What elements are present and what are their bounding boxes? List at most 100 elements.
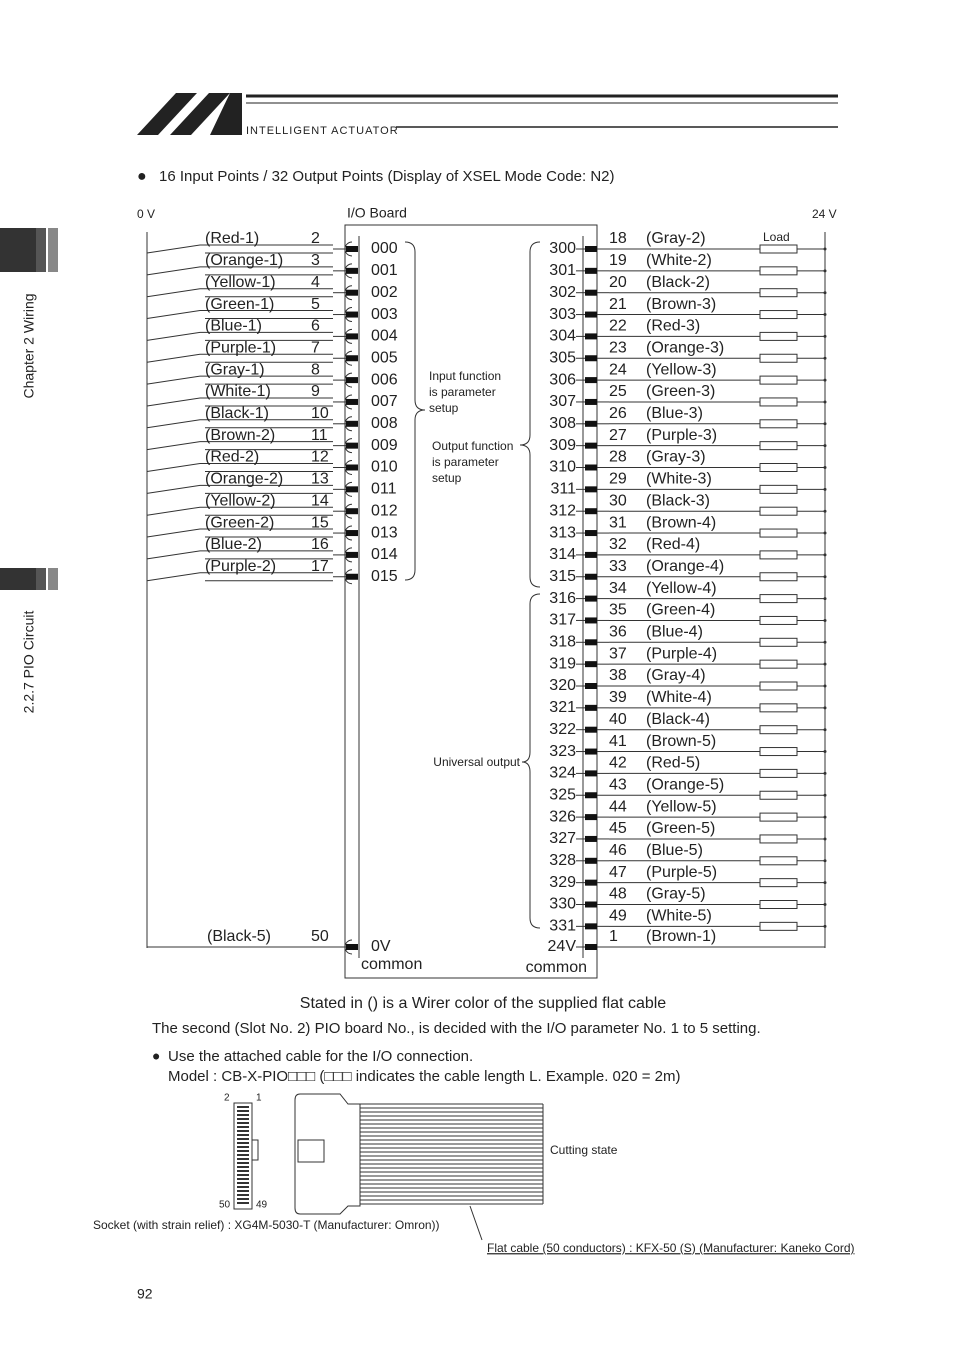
connector-pin: [585, 333, 597, 340]
connector: [344, 372, 353, 388]
socket-pin: [237, 1146, 249, 1148]
load: [759, 572, 798, 582]
load: [759, 266, 798, 276]
port-label: 318: [549, 634, 576, 651]
connector-pin: [346, 398, 358, 405]
wire-color: (Yellow-4): [646, 580, 717, 597]
wire-color: (Black-4): [646, 711, 710, 728]
pin-number: 38: [609, 667, 627, 684]
wire-color: (Green-1): [205, 296, 274, 313]
load: [759, 790, 798, 800]
port-label: 331: [549, 918, 576, 935]
pin-number: 14: [311, 492, 329, 509]
port-label: 307: [549, 393, 576, 410]
junction: [823, 728, 827, 732]
pin-number: 39: [609, 689, 627, 706]
wire-color: (Gray-1): [205, 361, 265, 378]
page-number: 92: [137, 1286, 153, 1302]
junction: [823, 334, 827, 338]
wire-color: (Red-3): [646, 318, 700, 335]
socket-pin: [237, 1130, 249, 1132]
pin-number: 28: [609, 449, 627, 466]
connector: [344, 350, 353, 366]
socket-pin: [237, 1122, 249, 1124]
socket-pin: [237, 1118, 249, 1120]
load: [759, 484, 798, 494]
note: Universal output: [433, 755, 520, 769]
port-label: 003: [371, 306, 398, 323]
pin-number: 18: [609, 230, 627, 247]
wire-color: (White-3): [646, 471, 712, 488]
port-label: 014: [371, 546, 398, 563]
connector-pin: [346, 355, 358, 362]
junction: [823, 662, 827, 666]
port-label: 010: [371, 459, 398, 476]
port-label: 001: [371, 262, 398, 279]
junction: [823, 291, 827, 295]
port-label: 007: [371, 393, 398, 410]
wire-color: (Yellow-1): [205, 274, 276, 291]
junction: [823, 313, 827, 317]
pin-number: 3: [311, 252, 320, 269]
cable-drawing: 2 1 50 49 Cutting state Socket (with str…: [93, 1093, 854, 1256]
load: [759, 703, 798, 713]
load: [759, 725, 798, 735]
wire-color: (Yellow-3): [646, 361, 717, 378]
port-label: 306: [549, 371, 576, 388]
connector-pin: [585, 639, 597, 646]
pin-number: 20: [609, 274, 627, 291]
wire: [146, 288, 333, 298]
bullet: ●: [137, 168, 147, 185]
load: [759, 375, 798, 385]
cable-model: Model : CB-X-PIO□□□ (□□□ indicates the c…: [168, 1068, 681, 1085]
port-label: 24V: [548, 938, 577, 955]
port-label: 008: [371, 415, 398, 432]
connector-pin: [585, 311, 597, 318]
port-label: 330: [549, 896, 576, 913]
pin-number: 47: [609, 864, 627, 881]
connector-pin: [585, 530, 597, 537]
connector-pin: [346, 551, 358, 558]
junction: [823, 531, 827, 535]
pin-number: 4: [311, 274, 320, 291]
port-label: 312: [549, 502, 576, 519]
wire-color: (Gray-3): [646, 449, 706, 466]
junction: [823, 466, 827, 469]
port-label: 012: [371, 502, 398, 519]
wire: [146, 419, 333, 429]
pin-number: 27: [609, 427, 627, 444]
load: [759, 878, 798, 888]
wire: [146, 375, 333, 385]
port-label: 004: [371, 328, 398, 345]
wire-color: (Yellow-5): [646, 798, 717, 815]
pin-number: 10: [311, 405, 329, 422]
wire-color: (Green-2): [205, 514, 274, 531]
connector-pin: [346, 246, 358, 252]
socket-pin: [237, 1142, 249, 1144]
connector: [344, 438, 353, 454]
common-label: common: [526, 959, 587, 976]
junction: [823, 422, 827, 426]
connector-pin: [585, 420, 597, 427]
port-label: 005: [371, 349, 398, 366]
socket-pin: [237, 1202, 249, 1204]
port-label: 310: [549, 459, 576, 476]
brand: INTELLIGENT ACTUATOR: [246, 125, 399, 137]
bullet: ●: [152, 1048, 160, 1064]
load: [759, 681, 798, 691]
load: [759, 353, 798, 363]
load: [759, 310, 798, 320]
socket-pin: [237, 1114, 249, 1116]
pin-number: 44: [609, 798, 627, 815]
junction: [823, 618, 827, 622]
load: [759, 244, 798, 254]
socket-pin: [237, 1186, 249, 1188]
wire-color: (Blue-3): [646, 405, 703, 422]
wire: [146, 310, 333, 320]
connector: [344, 547, 353, 563]
pin-number: 9: [311, 383, 320, 400]
port-label: 311: [550, 481, 576, 498]
port-label: 301: [549, 262, 576, 279]
pin-number: 30: [609, 492, 627, 509]
wire-color: (Blue-4): [646, 624, 703, 641]
